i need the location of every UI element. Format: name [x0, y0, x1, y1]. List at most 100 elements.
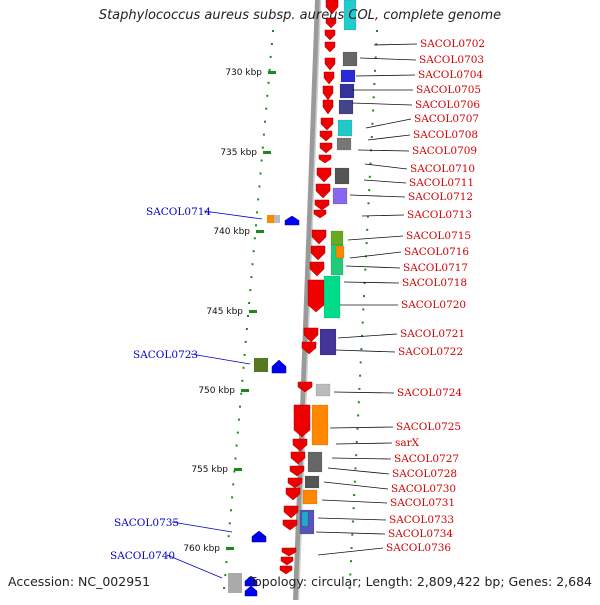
gene-arrow [283, 505, 299, 519]
gene-block [228, 573, 242, 593]
label-leader [317, 517, 387, 521]
gene-block [340, 69, 356, 83]
ring-dot-outer [365, 242, 368, 245]
ring-dot [266, 94, 269, 97]
gene-label-right: SACOL0727 [394, 453, 459, 465]
gene-label-right: SACOL0713 [407, 209, 472, 221]
label-leader [337, 333, 398, 339]
gene-label-right: SACOL0707 [414, 113, 479, 125]
gene-arrow [315, 183, 331, 199]
gene-arrow [289, 465, 305, 477]
map-title: Staphylococcus aureus subsp. aureus COL,… [98, 8, 502, 23]
ring-dot-outer [352, 507, 355, 510]
gene-label-right: SACOL0703 [419, 54, 484, 66]
gene-arrow [319, 142, 333, 154]
ring-dot-outer [374, 69, 376, 72]
ring-dot [230, 509, 232, 512]
gene-label-right: SACOL0709 [412, 145, 477, 157]
ring-dot-outer [361, 334, 363, 337]
ring-dot-outer [350, 560, 352, 563]
ring-dot-outer [366, 215, 369, 218]
gene-arrow [325, 0, 339, 15]
gene-arrow [324, 41, 336, 53]
ring-dot-outer [359, 374, 362, 377]
ring-dot [250, 276, 253, 279]
gene-label-right: SACOL0730 [391, 483, 456, 495]
ring-dot [224, 574, 227, 577]
label-leader [315, 531, 386, 535]
kbp-label: 730 kbp [225, 68, 262, 78]
gene-label-left: SACOL0740 [110, 550, 175, 562]
ring-dot [267, 81, 270, 84]
ring-dot-outer [353, 480, 356, 483]
gene-label-left: SACOL0735 [114, 517, 179, 529]
ring-dot-outer [376, 30, 378, 32]
gene-label-left: SACOL0723 [133, 349, 198, 361]
ring-dot-outer [374, 56, 377, 59]
gene-arrow [322, 85, 334, 101]
gene-arrow [316, 167, 332, 183]
ring-dot-outer [350, 547, 353, 549]
ring-dot [268, 68, 271, 71]
ring-dot [227, 535, 230, 538]
ring-dot [233, 470, 236, 473]
gene-label-right: SACOL0721 [400, 328, 465, 340]
label-leader [373, 43, 418, 46]
ring-dot [249, 289, 252, 292]
ring-dot [257, 198, 260, 201]
gene-label-right: SACOL0704 [418, 69, 483, 81]
label-leader [331, 457, 392, 460]
gene-arrow [310, 245, 326, 261]
gene-arrow [301, 341, 317, 355]
label-leader [335, 442, 393, 445]
gene-label-right: SACOL0725 [396, 421, 461, 433]
gene-label-right: SACOL0711 [409, 177, 474, 189]
gene-label-right: SACOL0733 [389, 514, 454, 526]
ring-dot-outer [368, 189, 371, 192]
gene-block [319, 328, 337, 356]
gene-arrow [287, 477, 303, 489]
label-leader [363, 179, 407, 184]
label-leader [327, 467, 390, 475]
gene-label-right: SACOL0708 [413, 129, 478, 141]
label-leader [351, 102, 413, 106]
ring-dot [269, 55, 272, 58]
gene-arrow [311, 229, 327, 245]
label-leader [355, 74, 416, 77]
ring-dot [242, 366, 245, 369]
gene-label-right: SACOL0722 [398, 346, 463, 358]
gene-arrow [282, 519, 298, 531]
ring-dot-outer [355, 454, 358, 457]
label-leader [361, 214, 405, 217]
ring-dot [256, 211, 259, 214]
label-leader [367, 134, 411, 141]
gene-block [343, 0, 357, 31]
gene-label-right: SACOL0716 [404, 246, 469, 258]
ring-dot-outer [361, 321, 364, 324]
ring-dot [270, 43, 273, 45]
ring-dot [247, 315, 249, 317]
ring-dot-outer [354, 467, 357, 470]
gene-label-right: SACOL0710 [410, 163, 475, 175]
ring-dot-outer [370, 136, 373, 138]
gene-arrow-reverse [244, 585, 258, 597]
ring-dot [255, 224, 257, 227]
gene-block [336, 137, 352, 151]
ring-dot-outer [356, 427, 359, 430]
label-leader [323, 481, 389, 490]
gene-block [339, 83, 355, 99]
gene-arrow [279, 565, 293, 575]
gene-label-right: SACOL0702 [420, 38, 485, 50]
gene-block [330, 230, 344, 246]
label-leader [333, 391, 395, 394]
gene-arrow-reverse [284, 215, 300, 226]
kbp-label: 750 kbp [198, 386, 235, 396]
label-leader [345, 265, 401, 269]
ring-dot-outer [353, 494, 356, 496]
label-leader [329, 426, 394, 429]
gene-label-right: sarX [395, 437, 420, 449]
ring-dot-outer [362, 308, 365, 311]
gene-arrow [318, 154, 332, 164]
ring-dot-outer [357, 414, 360, 417]
ring-dot-outer [351, 533, 354, 536]
